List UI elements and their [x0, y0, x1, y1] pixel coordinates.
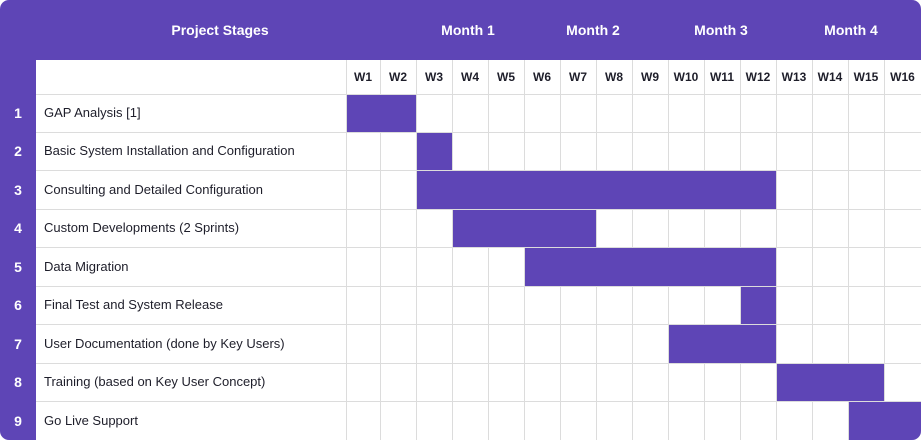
- task-name: Consulting and Detailed Configuration: [44, 181, 263, 197]
- task-name: Basic System Installation and Configurat…: [44, 143, 295, 158]
- task-bar: [417, 133, 452, 170]
- task-name: Custom Developments (2 Sprints): [44, 220, 240, 235]
- month-3-header: Month 3: [694, 22, 748, 38]
- row-number: 7: [14, 335, 22, 352]
- task-name: Final Test and System Release: [44, 297, 223, 312]
- week-label-w7: W7: [569, 70, 587, 84]
- task-name: Data Migration: [44, 258, 129, 274]
- row-number: 8: [14, 374, 22, 390]
- week-label-w6: W6: [533, 70, 551, 84]
- project-stages-header: Project Stages: [171, 22, 269, 38]
- week-label-w16: W16: [890, 70, 915, 84]
- week-label-w11: W11: [709, 70, 734, 84]
- week-label-w9: W9: [641, 70, 659, 84]
- task-bar: [849, 402, 921, 440]
- month-1-header: Month 1: [441, 22, 495, 38]
- week-label-w10: W10: [673, 70, 699, 84]
- row-number: 1: [14, 105, 22, 121]
- month-4-header: Month 4: [824, 22, 878, 38]
- grid-svg: [36, 60, 921, 440]
- row-number: 5: [14, 258, 22, 275]
- row-number: 2: [14, 143, 22, 159]
- week-label-w3: W3: [425, 70, 443, 84]
- week-label-w4: W4: [461, 70, 479, 84]
- month-2-header: Month 2: [566, 22, 620, 38]
- row-number: 9: [14, 412, 22, 429]
- task-bar: [741, 287, 776, 324]
- timeline-grid: W1 W2 W3 W4 W5 W6 W7 W8 W9 W10 W11 W12 W13 W14 W15 W16 G…: [36, 60, 921, 440]
- week-label-w15: W15: [853, 70, 879, 84]
- task-bar: [347, 95, 416, 132]
- week-label-w12: W12: [745, 70, 771, 84]
- task-name: Go Live Support: [44, 412, 138, 428]
- task-bar: [669, 325, 776, 363]
- task-name: Training (based on Key User Concept): [44, 374, 266, 389]
- task-bar: [777, 364, 884, 401]
- week-label-w5: W5: [497, 70, 515, 84]
- task-bar: [453, 210, 596, 247]
- week-label-w13: W13: [781, 70, 807, 84]
- row-number: 3: [14, 181, 22, 198]
- task-name: User Documentation (done by Key Users): [44, 335, 285, 351]
- week-label-w1: W1: [354, 70, 372, 84]
- week-label-w2: W2: [389, 70, 407, 84]
- week-label-w14: W14: [817, 70, 843, 84]
- task-bar: [417, 171, 776, 209]
- week-label-w8: W8: [605, 70, 623, 84]
- task-name: GAP Analysis [1]: [44, 105, 141, 120]
- row-number: 4: [14, 220, 22, 236]
- row-number: 6: [14, 297, 22, 313]
- task-bar: [525, 248, 776, 286]
